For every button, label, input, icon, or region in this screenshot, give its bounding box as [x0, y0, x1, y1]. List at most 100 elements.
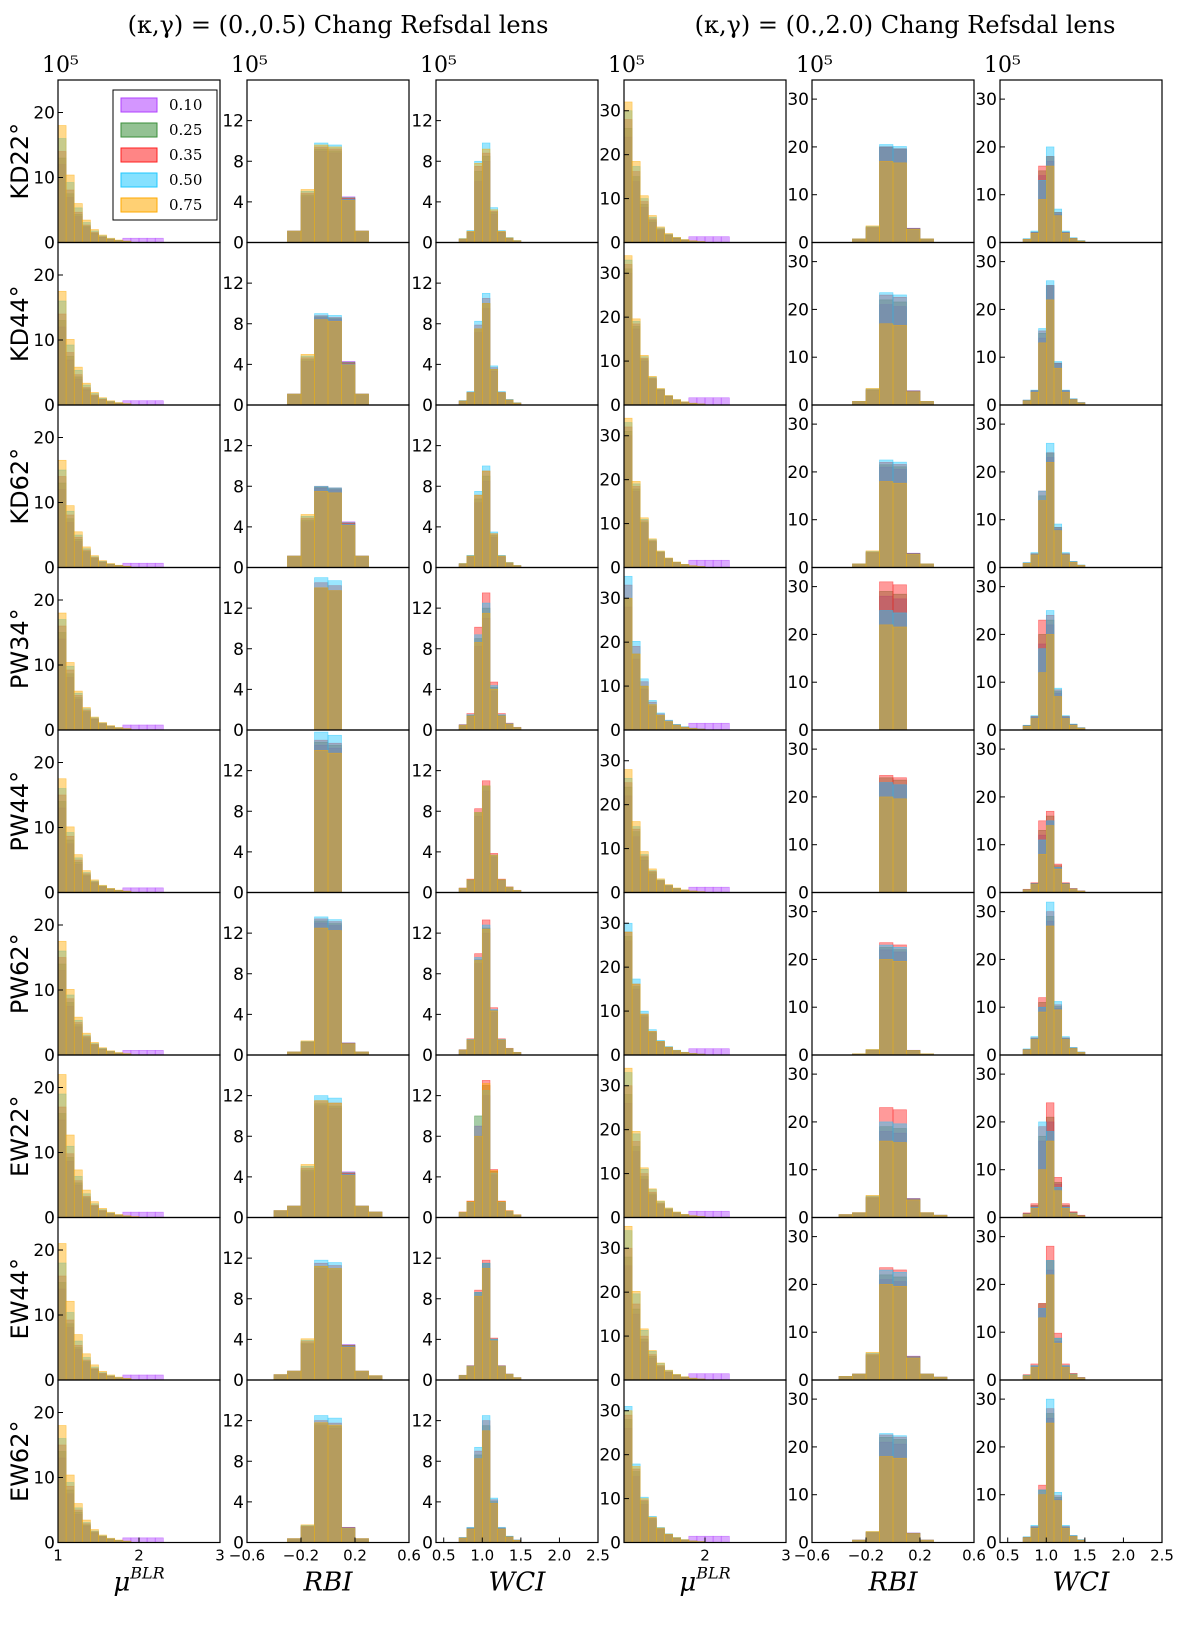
ytick-label: 20: [33, 1079, 55, 1099]
column-title-right: (κ,γ) = (0.,2.0) Chang Refsdal lens: [695, 11, 1116, 39]
ytick-label: 0: [422, 884, 433, 904]
bar-0_75-r3-c0-5: [98, 722, 107, 731]
bar-0_10-r3-c3-11: [712, 722, 722, 731]
bar-0_75-r7-c5-5: [1069, 1374, 1078, 1381]
bar-0_75-r7-c0-6: [106, 1374, 115, 1381]
bar-0_75-r6-c2-2: [481, 1083, 491, 1218]
bar-0_75-r3-c5-3: [1053, 696, 1063, 731]
xtick-label: −0.2: [283, 1547, 319, 1565]
bar-0_75-r6-c3-1: [631, 1131, 641, 1218]
panel-frame: [999, 241, 1163, 406]
panel-r7-c5: 0 10 20 30: [975, 1216, 1163, 1391]
panel-frame: [999, 1216, 1163, 1381]
bar-0_75-r6-c2-1: [474, 1135, 483, 1218]
ytick-label: 0: [610, 234, 621, 254]
bar-0_75-r8-c0-1: [65, 1474, 75, 1543]
bar-0_10-r2-c0-10: [138, 562, 148, 568]
panel-r7-c2: 0 4 8 12: [411, 1216, 599, 1391]
ytick-label: 30: [975, 90, 997, 110]
ytick-label: 12: [222, 762, 244, 782]
panel-r5-c3: 0 10 20 30: [599, 891, 787, 1066]
ytick-label: 20: [599, 146, 621, 166]
ytick-label: 20: [33, 916, 55, 936]
bar-0_75-r2-c3-2: [639, 517, 649, 568]
ytick-label: 30: [975, 740, 997, 760]
bar-0_75-r1-c3-2: [639, 354, 649, 406]
ytick-label: 12: [411, 437, 433, 457]
bar-0_75-r2-c1-1: [327, 492, 342, 568]
ytick-label: 8: [422, 315, 433, 335]
ytick-label: 10: [787, 186, 809, 206]
bar-0_75-r0-c5-1: [1038, 199, 1047, 243]
panel-r3-c2: 0 4 8 12: [411, 566, 599, 741]
ytick-label: 12: [411, 1249, 433, 1269]
xtick-label: 2.0: [1111, 1547, 1135, 1565]
ytick-label: 10: [975, 186, 997, 206]
ytick-label: 20: [33, 591, 55, 611]
bar-0_75-r0-c4-1: [892, 162, 907, 243]
legend-swatch-0_50: [120, 172, 158, 188]
ytick-label: 10: [787, 348, 809, 368]
panel-r8-c1: 0 4 8 12 −0.6 −0.2 0.2 0.6 RBI: [222, 1379, 421, 1598]
bar-0_75-r1-c5-6: [1022, 400, 1032, 406]
bar-0_75-r8-c4-2: [865, 1531, 880, 1543]
bar-0_75-r5-c2-0: [466, 1039, 475, 1056]
ytick-label: 0: [986, 396, 997, 416]
bar-0_75-r0-c0-5: [98, 234, 107, 243]
ytick-label: 0: [422, 559, 433, 579]
ytick-label: 30: [599, 264, 621, 284]
bar-0_75-r3-c3-1: [631, 653, 641, 731]
panel-r6-c3: 0 10 20 30: [599, 1054, 787, 1229]
ytick-label: 10: [33, 494, 55, 514]
bar-0_75-r5-c3-5: [664, 1046, 673, 1056]
ytick-label: 4: [233, 1168, 244, 1188]
bar-0_75-r5-c1-1: [327, 930, 342, 1056]
panel-r3-c5: 0 10 20 30: [975, 566, 1163, 741]
ytick-label: 30: [975, 1228, 997, 1248]
bar-0_75-r1-c3-3: [647, 376, 657, 406]
bar-0_75-r1-c5-0: [1030, 392, 1039, 406]
row-label-3: PW34°: [6, 608, 34, 689]
ytick-label: 4: [422, 518, 433, 538]
bar-0_10-r4-c0-10: [138, 887, 148, 893]
bar-0_75-r1-c0-3: [82, 382, 91, 406]
ytick-label: 10: [33, 1306, 55, 1326]
xtick-label: 0.6: [397, 1547, 421, 1565]
bar-0_75-r8-c0-4: [90, 1529, 99, 1543]
ytick-label: 20: [787, 625, 809, 645]
bar-0_75-r6-c3-6: [672, 1211, 681, 1218]
bar-0_75-r7-c4-3: [906, 1357, 921, 1381]
bar-0_75-r1-c1-0: [314, 319, 329, 406]
bar-0_10-r5-c0-10: [138, 1050, 148, 1056]
bar-0_10-r4-c3-10: [704, 886, 714, 893]
bar-0_75-r8-c1-2: [300, 1524, 315, 1543]
bar-0_75-r2-c1-5: [354, 555, 369, 568]
bar-0_75-r5-c3-4: [656, 1041, 665, 1056]
bar-0_75-r3-c5-5: [1069, 724, 1078, 731]
bar-0_75-r1-c3-6: [672, 399, 681, 406]
ytick-label: 10: [787, 836, 809, 856]
ytick-label: 0: [610, 559, 621, 579]
bar-0_75-r8-c1-1: [327, 1424, 342, 1543]
ytick-label: 20: [787, 138, 809, 158]
ytick-label: 20: [975, 625, 997, 645]
legend-label-0_25: 0.25: [169, 121, 202, 139]
ytick-label: 4: [422, 1493, 433, 1513]
ytick-label: 8: [233, 1452, 244, 1472]
bar-0_75-r4-c3-6: [672, 887, 681, 893]
ytick-label: 0: [422, 234, 433, 254]
ytick-label: 20: [599, 1283, 621, 1303]
ytick-label: 0: [233, 1209, 244, 1229]
ytick-label: 20: [599, 1446, 621, 1466]
ytick-label: 10: [975, 998, 997, 1018]
bar-0_75-r4-c5-0: [1030, 884, 1039, 893]
bar-0_75-r0-c5-4: [1061, 233, 1070, 243]
xtick-label: 2: [700, 1547, 710, 1565]
bar-0_75-r0-c1-0: [314, 144, 329, 243]
bar-0_75-r3-c2-3: [489, 688, 499, 731]
bar-0_75-r4-c0-5: [98, 884, 107, 893]
bar-0_75-r2-c2-4: [497, 555, 506, 568]
ytick-label: 20: [33, 1241, 55, 1261]
bar-0_75-r4-c1-1: [327, 752, 342, 893]
bar-0_75-r7-c1-7: [368, 1375, 383, 1381]
